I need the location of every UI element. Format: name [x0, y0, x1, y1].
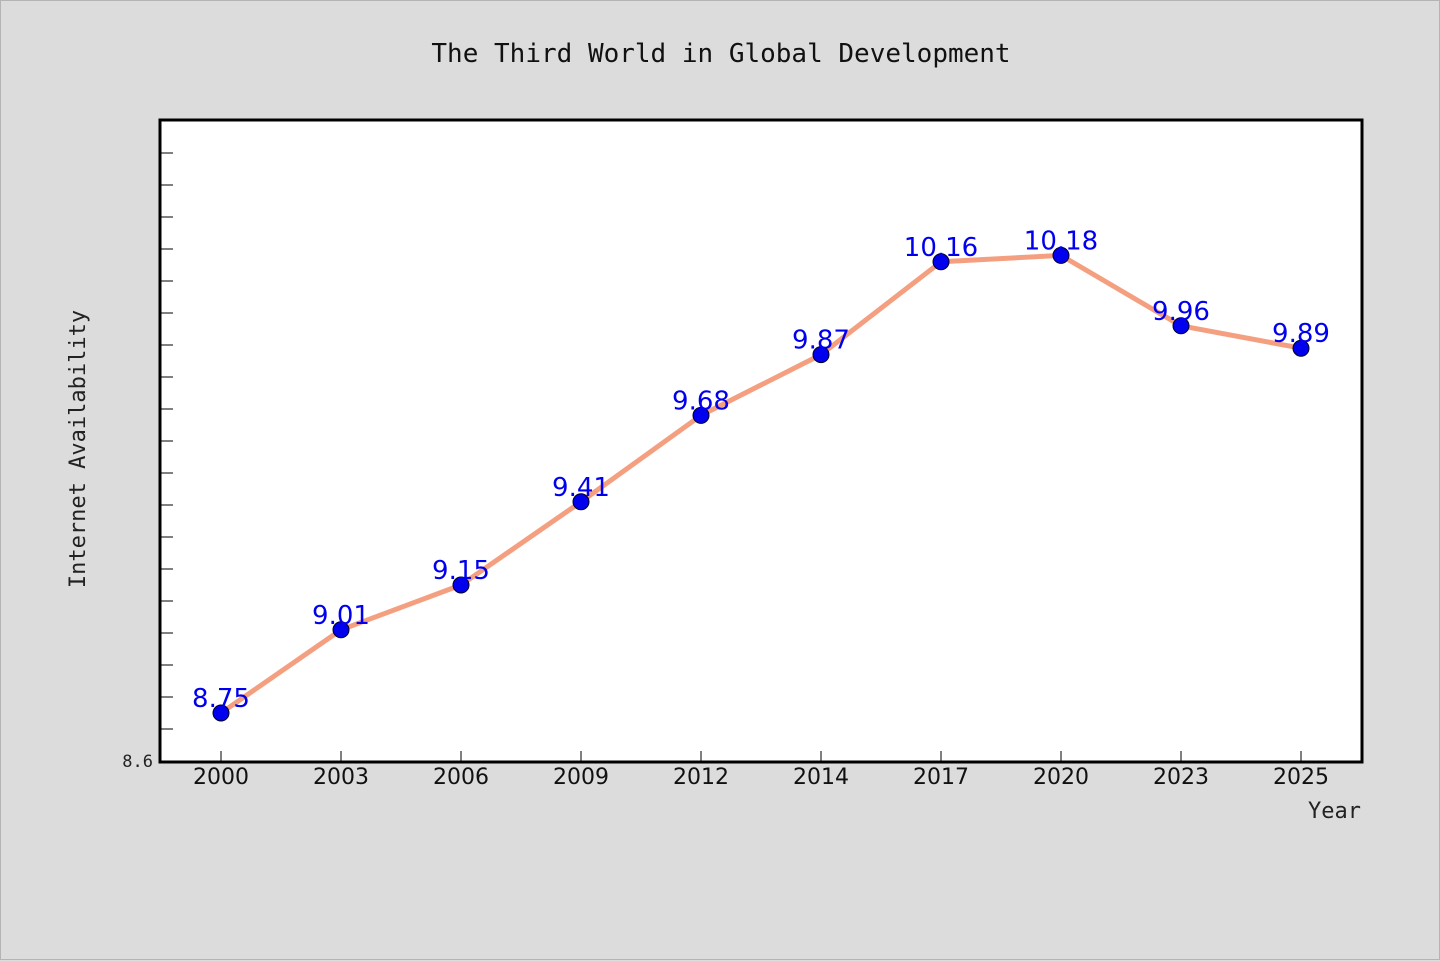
data-label: 9.41: [552, 473, 610, 503]
data-point: [812, 346, 830, 364]
x-tick-label: 2023: [1153, 765, 1209, 790]
data-point: [1172, 317, 1190, 335]
data-point: [452, 576, 470, 594]
y-axis: 8.6: [122, 152, 173, 772]
x-tick-label: 2014: [793, 765, 849, 790]
x-tick-label: 2017: [913, 765, 969, 790]
x-tick-label: 2012: [673, 765, 729, 790]
data-point: [572, 493, 590, 511]
data-points: [212, 246, 1310, 722]
x-tick-label: 2020: [1033, 765, 1089, 790]
x-tick-label: 2009: [553, 765, 609, 790]
data-point: [332, 621, 350, 639]
data-labels: 8.75 9.01 9.15 9.41 9.68 9.87 10.16 10.18 9.96 9.…: [192, 226, 1330, 714]
chart-title: The Third World in Global Development: [431, 39, 1010, 69]
y-axis-label: Internet Availability: [66, 310, 91, 588]
data-label: 8.75: [192, 684, 250, 714]
data-label: 10.16: [904, 233, 978, 263]
data-label: 9.87: [792, 326, 850, 356]
data-label: 10.18: [1024, 226, 1098, 256]
x-tick-label: 2003: [313, 765, 369, 790]
y-tick-label: 8.6: [122, 752, 153, 772]
x-tick-label: 2006: [433, 765, 489, 790]
data-point: [212, 704, 230, 722]
data-label: 9.01: [312, 601, 370, 631]
data-label: 9.68: [672, 386, 730, 416]
data-point: [692, 406, 710, 424]
series-line: [218, 252, 1304, 716]
data-label: 9.96: [1152, 297, 1210, 327]
data-point: [932, 253, 950, 271]
data-point: [1052, 246, 1070, 264]
x-tick-label: 2000: [193, 765, 249, 790]
data-point: [1292, 339, 1310, 357]
data-label: 9.15: [432, 556, 490, 586]
x-axis: 2000 2003 2006 2009 2012 2014 2017 2020 2023 2025: [193, 751, 1329, 790]
x-axis-label: Year: [1308, 799, 1361, 824]
plot-area: [158, 118, 1364, 764]
x-tick-label: 2025: [1273, 765, 1329, 790]
data-label: 9.89: [1272, 319, 1330, 349]
